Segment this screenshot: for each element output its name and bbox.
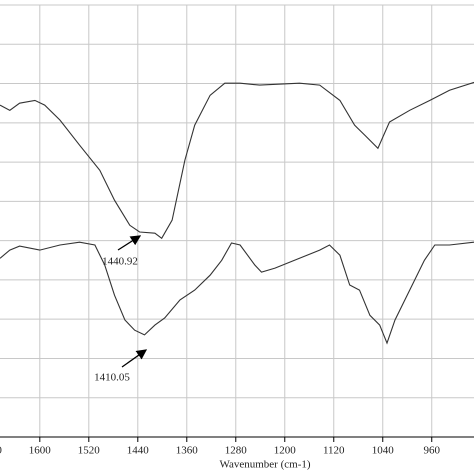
- x-tick-label: 1120: [323, 445, 345, 457]
- x-tick-label: 1600: [29, 445, 52, 457]
- x-tick-label: 1360: [176, 445, 199, 457]
- x-tick-label: 1680: [0, 445, 2, 457]
- annotation-arrow: [117, 235, 142, 251]
- x-tick-label: 1520: [78, 445, 101, 457]
- annotation-arrow: [121, 349, 148, 368]
- x-tick-label: 1280: [225, 445, 248, 457]
- annotation: 1410.05: [94, 372, 130, 384]
- annotation: 1440.92: [102, 256, 138, 268]
- x-tick-label: 1440: [127, 445, 150, 457]
- x-tick-label: 1200: [274, 445, 297, 457]
- x-tick-label: 1040: [372, 445, 395, 457]
- x-axis-label: Wavenumber (cm-1): [219, 459, 310, 471]
- x-tick-label: 960: [423, 445, 440, 457]
- spectrum-line: [0, 241, 474, 345]
- spectrum-line: [0, 81, 474, 240]
